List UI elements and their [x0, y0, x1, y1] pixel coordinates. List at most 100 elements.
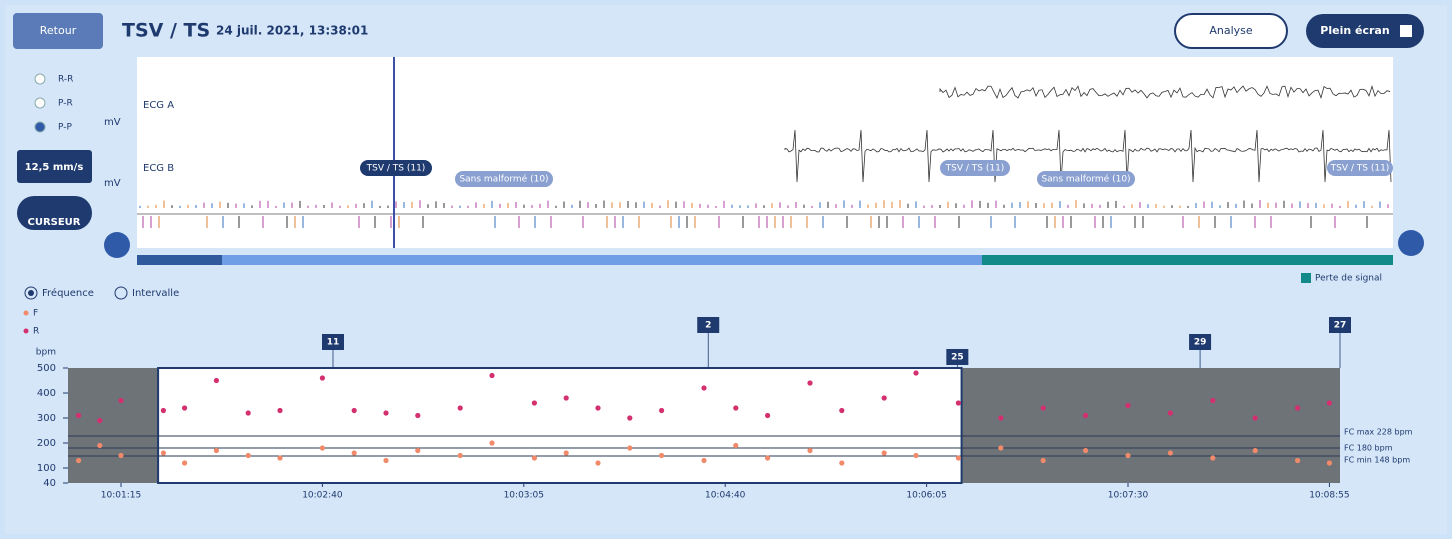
- point: [351, 450, 357, 456]
- point: [563, 450, 569, 456]
- y-tick-label: 500: [37, 363, 56, 374]
- point: [213, 447, 219, 454]
- point: [701, 385, 707, 391]
- reference-label: FC min 148 bpm: [1344, 456, 1410, 465]
- point: [277, 455, 283, 461]
- annotation-label: Sans malformé (10): [459, 174, 548, 185]
- radio-label: R-R: [58, 75, 73, 85]
- point: [839, 407, 845, 414]
- loss-legend-label: Perte de signal: [1315, 274, 1382, 284]
- point: [531, 400, 538, 406]
- point: [415, 447, 421, 454]
- x-tick-label: 10:01:15: [101, 491, 141, 501]
- y-tick-label: 400: [37, 388, 56, 399]
- fullscreen-label: Plein écran: [1320, 24, 1389, 37]
- point: [1125, 402, 1131, 409]
- scroll-right[interactable]: [1398, 230, 1424, 256]
- point: [97, 442, 103, 449]
- unit-label: mV: [104, 178, 121, 189]
- point: [319, 445, 325, 451]
- reference-label: FC max 228 bpm: [1344, 428, 1413, 437]
- radio[interactable]: [114, 286, 128, 300]
- x-tick-label: 10:08:55: [1309, 491, 1349, 501]
- x-tick-label: 10:07:30: [1108, 491, 1149, 501]
- point: [1083, 447, 1089, 454]
- unit-label: mV: [104, 117, 121, 128]
- annotation-pill[interactable]: [360, 160, 432, 176]
- lead-label: ECG B: [143, 163, 174, 174]
- point: [595, 405, 601, 411]
- annotation-pill[interactable]: [1327, 160, 1393, 176]
- point: [913, 452, 919, 459]
- radio[interactable]: [34, 73, 46, 85]
- point: [118, 397, 124, 404]
- point: [1210, 455, 1216, 461]
- reference-label: FC 180 bpm: [1344, 444, 1393, 453]
- point: [807, 380, 813, 386]
- point: [1210, 397, 1216, 404]
- radio-dot: [28, 290, 34, 296]
- point: [415, 412, 421, 419]
- radio[interactable]: [24, 286, 38, 300]
- speed-button[interactable]: [17, 150, 92, 183]
- point: [1295, 457, 1301, 464]
- analyse-label: Analyse: [1209, 24, 1253, 37]
- legend-label: R: [33, 327, 39, 337]
- loss-legend-swatch: [1301, 273, 1311, 283]
- ecg-trace: [784, 129, 1392, 183]
- point: [1167, 450, 1173, 456]
- point: [1040, 405, 1046, 411]
- annotation-pill[interactable]: [455, 171, 553, 187]
- point: [182, 405, 188, 411]
- view-option: Fréquence: [42, 287, 94, 299]
- radio-label: P-R: [58, 99, 73, 109]
- point: [659, 452, 665, 459]
- point: [383, 457, 389, 464]
- back-button[interactable]: [13, 13, 103, 49]
- annotation-label: Sans malformé (10): [1041, 174, 1130, 185]
- point: [1326, 460, 1332, 466]
- point: [489, 440, 495, 446]
- annotation-pill[interactable]: [940, 160, 1010, 176]
- point: [627, 415, 633, 421]
- point: [160, 407, 166, 414]
- scroll-left[interactable]: [104, 232, 130, 258]
- annotation-label: TSV / TS (11): [366, 164, 426, 174]
- analyse-button[interactable]: [1174, 13, 1288, 49]
- radio-label: P-P: [58, 123, 72, 133]
- radio[interactable]: [34, 121, 46, 133]
- annotation-pill[interactable]: [1037, 171, 1135, 187]
- x-tick-label: 10:04:40: [705, 491, 746, 501]
- point: [881, 395, 887, 401]
- marker-box[interactable]: [1329, 317, 1351, 333]
- marker-box[interactable]: [1189, 334, 1212, 350]
- fullscreen-button[interactable]: [1306, 14, 1424, 48]
- point: [245, 452, 251, 459]
- cursor-button[interactable]: [17, 196, 92, 230]
- point: [998, 445, 1004, 451]
- marker-box[interactable]: [946, 349, 969, 365]
- radio[interactable]: [34, 97, 46, 109]
- scrollbar-thumb[interactable]: [222, 255, 982, 265]
- point: [955, 400, 962, 406]
- speed-label: 12,5 mm/s: [25, 162, 84, 173]
- marker-label: 2: [705, 321, 711, 331]
- x-tick-label: 10:03:05: [504, 491, 544, 501]
- marker-label: 27: [1334, 321, 1347, 331]
- point: [595, 460, 601, 466]
- back-label: Retour: [40, 24, 77, 37]
- point: [76, 412, 82, 419]
- point: [1252, 447, 1258, 454]
- scrollbar-loss: [982, 255, 1393, 265]
- point: [160, 450, 166, 456]
- marker-box[interactable]: [322, 334, 344, 350]
- point: [1083, 412, 1089, 419]
- marker-box[interactable]: [697, 317, 720, 333]
- marker-label: 11: [327, 338, 340, 348]
- legend-label: F: [33, 309, 38, 319]
- y-tick-label: 40: [43, 478, 56, 489]
- point: [765, 455, 771, 461]
- point: [701, 457, 707, 464]
- date: 24 juil. 2021, 13:38:01: [216, 24, 368, 38]
- point: [118, 452, 124, 459]
